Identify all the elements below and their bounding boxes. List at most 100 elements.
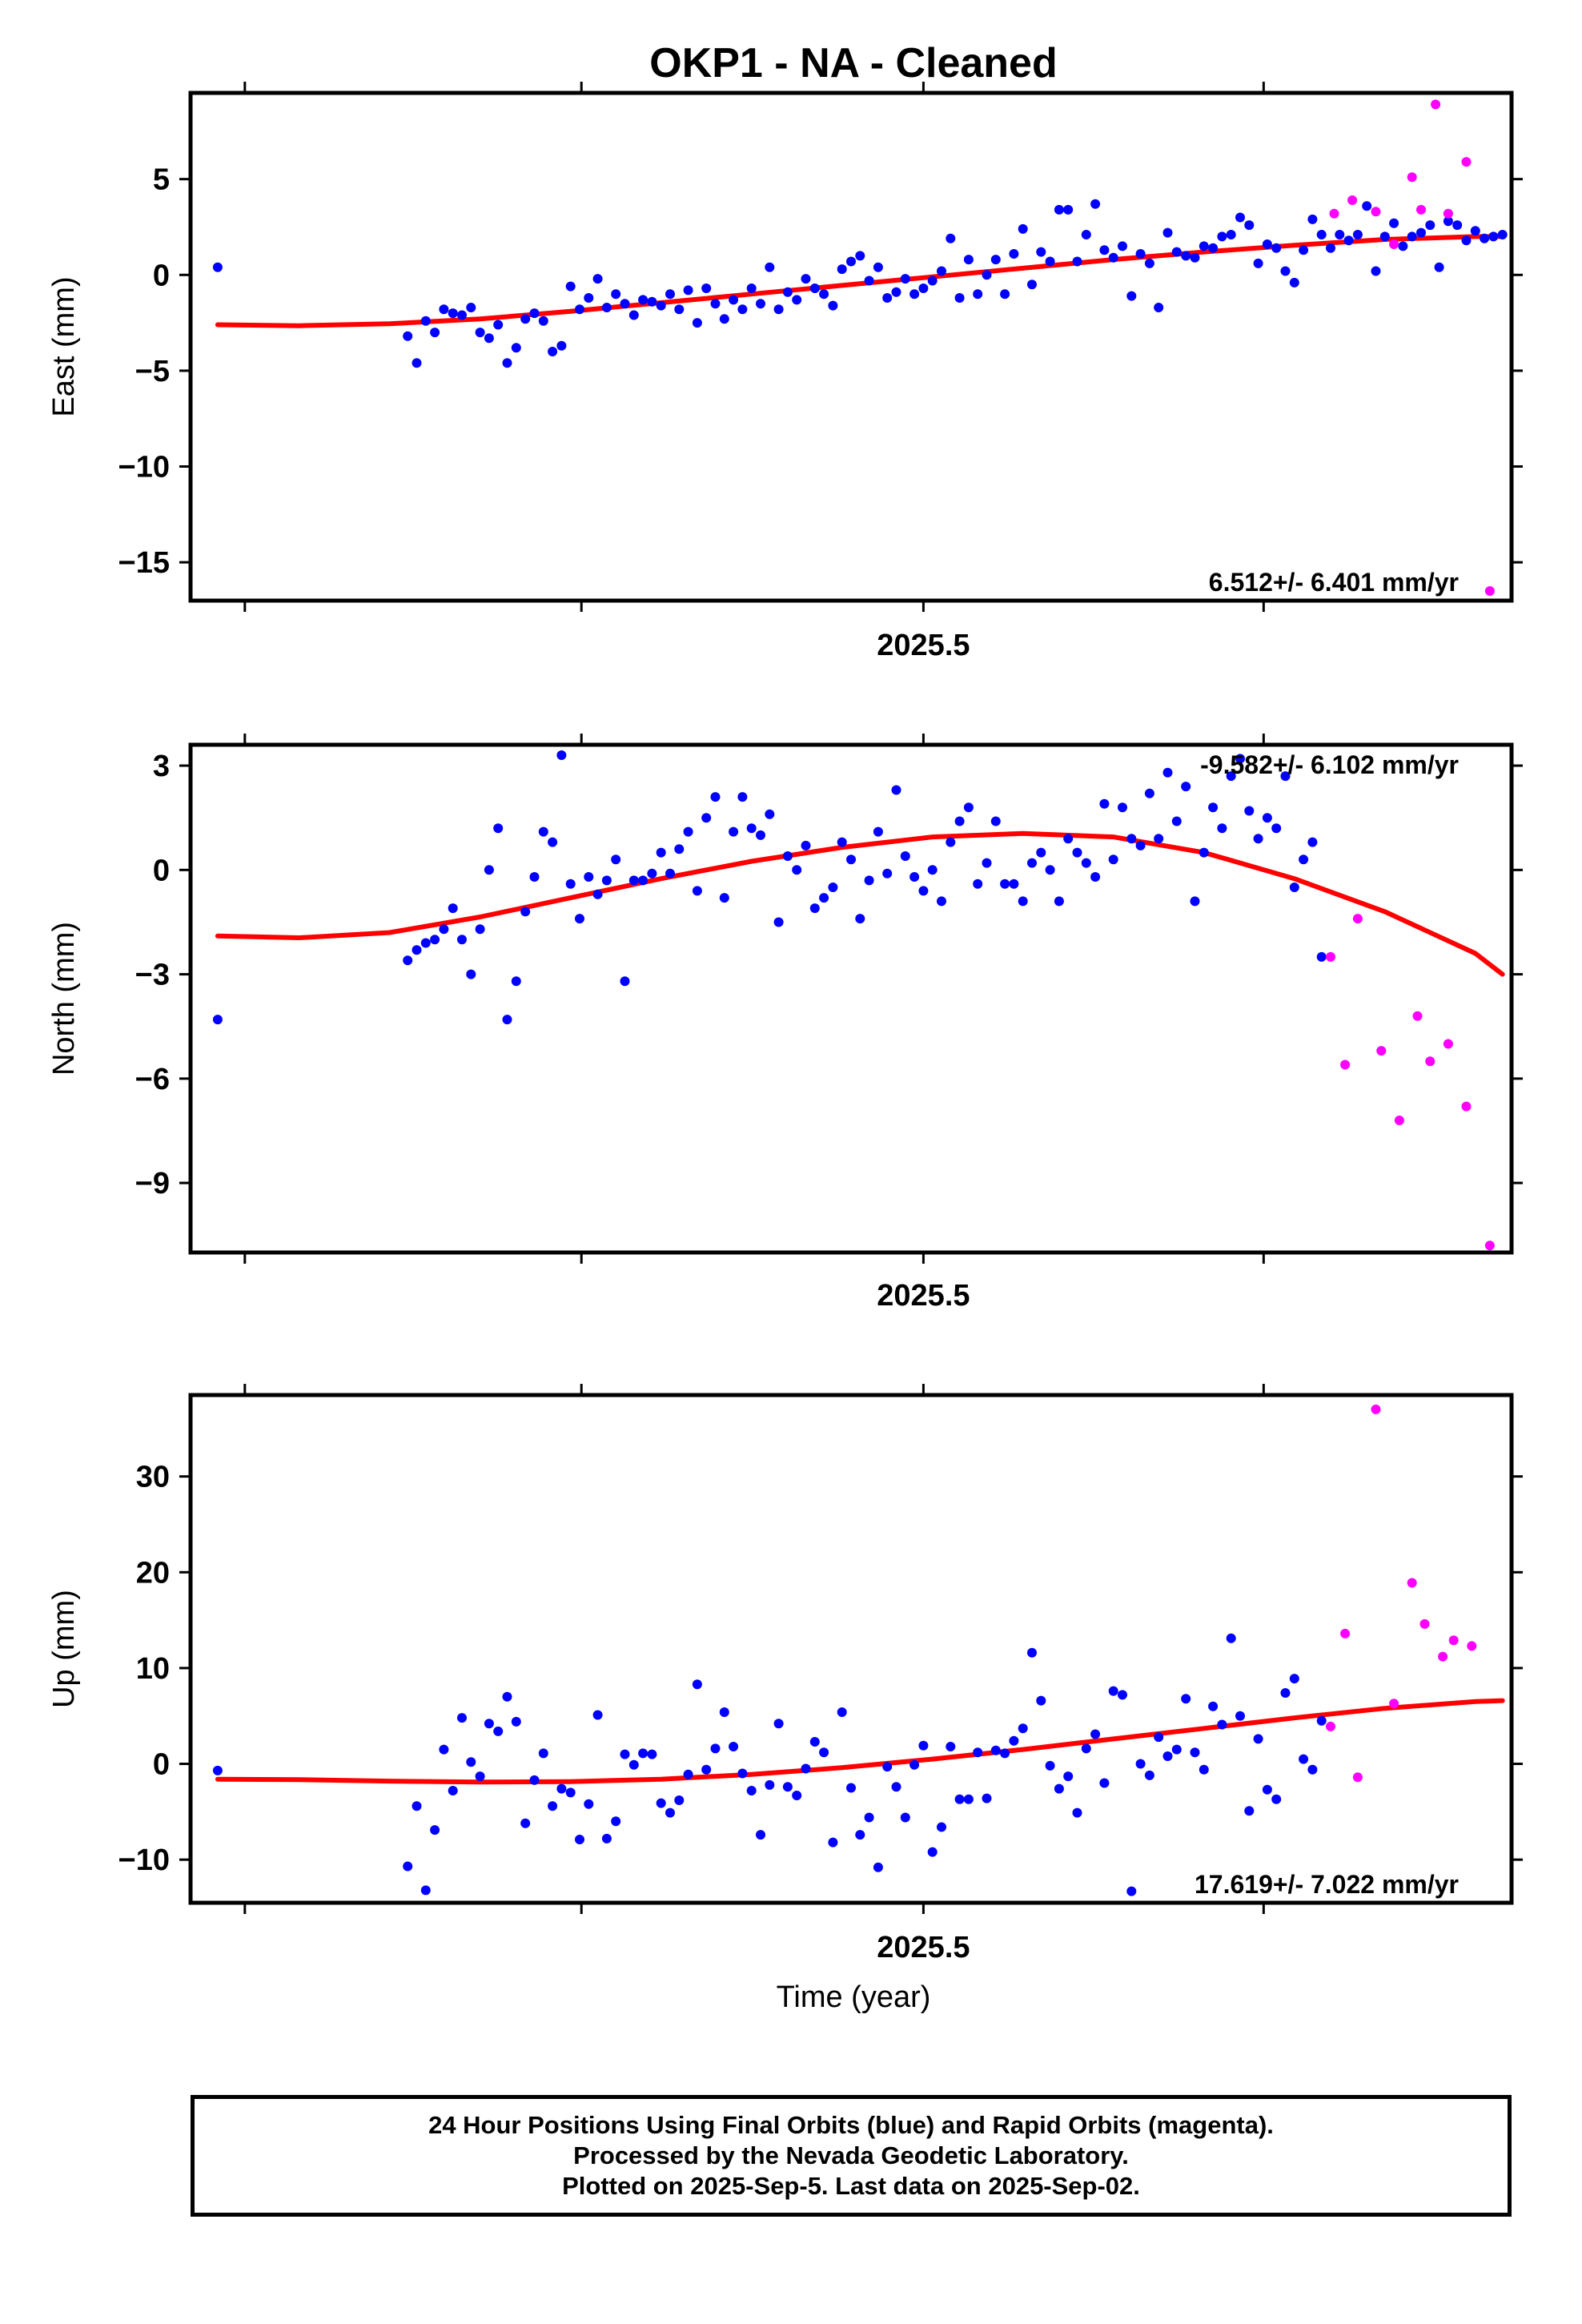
north-final-point (1190, 896, 1200, 907)
north-rapid-point (1340, 1059, 1351, 1070)
east-rapid-point (1461, 157, 1472, 167)
up-final-point (828, 1837, 838, 1848)
up-final-point (1054, 1783, 1064, 1794)
up-final-point (737, 1768, 748, 1779)
north-final-point (1099, 798, 1110, 809)
north-final-point (809, 903, 820, 914)
up-final-point (403, 1861, 413, 1872)
east-final-point (493, 320, 504, 330)
up-final-point (448, 1786, 458, 1795)
east-final-point (1063, 204, 1074, 215)
east-final-point (1289, 277, 1299, 287)
up-plot-frame (188, 1393, 1514, 1905)
north-final-point (701, 813, 712, 823)
north-final-point (782, 851, 793, 861)
north-rapid-point (1425, 1056, 1435, 1067)
north-final-point (1009, 879, 1019, 889)
east-final-point (954, 293, 965, 303)
east-final-point (963, 255, 974, 265)
up-rapid-point (1438, 1651, 1448, 1662)
east-final-point (773, 304, 784, 315)
up-final-point (1108, 1686, 1118, 1696)
east-final-point (1343, 235, 1354, 246)
north-y-tick-label: −9 (135, 1167, 170, 1200)
north-final-point (891, 785, 901, 795)
up-final-point (502, 1691, 512, 1702)
up-final-point (1072, 1807, 1082, 1818)
up-rapid-point (1326, 1721, 1335, 1731)
up-final-point (212, 1765, 223, 1775)
north-final-point (710, 792, 721, 802)
north-final-point (457, 935, 467, 945)
north-final-point (565, 879, 576, 889)
north-final-point (846, 854, 856, 865)
east-final-point (982, 270, 992, 280)
north-final-point (954, 816, 965, 826)
north-final-point (937, 896, 946, 907)
up-final-point (647, 1749, 657, 1759)
up-final-point (982, 1793, 992, 1803)
east-y-axis-label: East (mm) (47, 276, 81, 416)
up-final-point (611, 1816, 621, 1827)
up-rapid-point (1448, 1635, 1459, 1646)
east-final-point (719, 314, 729, 324)
up-final-point (837, 1707, 847, 1717)
north-final-point (982, 858, 992, 868)
east-final-point (1488, 231, 1499, 242)
north-final-point (1199, 847, 1209, 858)
up-final-point (701, 1764, 712, 1775)
up-final-point (692, 1679, 702, 1690)
east-y-tick-label: 0 (153, 259, 170, 292)
up-final-point (1090, 1729, 1101, 1739)
up-final-point (1199, 1764, 1209, 1775)
up-final-point (954, 1794, 965, 1804)
up-final-point (1081, 1743, 1091, 1754)
north-final-point (529, 872, 540, 882)
north-final-point (1054, 896, 1064, 907)
up-final-point (1235, 1711, 1245, 1721)
east-final-point (927, 275, 938, 286)
up-panel: 30 20 10 0 −10 2025.5 Up (mm) 17.619+/- 7.022 m… (47, 1384, 1523, 1964)
up-final-point (1307, 1764, 1318, 1775)
north-final-point (792, 865, 802, 875)
up-final-point (1118, 1690, 1127, 1700)
east-final-point (828, 300, 838, 311)
north-final-point (927, 865, 938, 875)
east-final-point (1299, 245, 1309, 255)
north-final-point (963, 802, 974, 813)
up-final-point (556, 1783, 567, 1794)
east-final-point (511, 343, 521, 353)
east-final-point (430, 328, 440, 338)
north-final-point (584, 872, 594, 882)
up-final-point (891, 1782, 901, 1792)
up-final-point (620, 1749, 630, 1759)
north-final-point (1063, 834, 1074, 844)
north-final-point (403, 955, 413, 966)
north-x-tick-label: 2025.5 (877, 1279, 970, 1313)
up-rapid-point (1340, 1628, 1351, 1638)
up-final-point (819, 1747, 829, 1758)
east-final-point (1154, 303, 1164, 312)
east-final-point (611, 289, 621, 300)
north-final-point (1045, 865, 1055, 875)
north-final-point (448, 903, 458, 914)
up-final-point (665, 1807, 675, 1818)
up-y-tick-label: −10 (118, 1844, 170, 1877)
north-final-point (520, 907, 531, 917)
east-final-point (1235, 212, 1245, 223)
north-final-point (828, 883, 838, 892)
east-final-point (1054, 204, 1064, 215)
up-final-point (565, 1787, 576, 1798)
east-y-tick-label: −5 (135, 355, 170, 388)
up-final-point (656, 1798, 666, 1808)
up-final-point (963, 1794, 974, 1804)
up-final-point (1009, 1735, 1019, 1746)
footer-line-1: 24 Hour Positions Using Final Orbits (bl… (428, 2111, 1274, 2139)
up-final-point (1217, 1719, 1227, 1730)
east-final-point (538, 316, 548, 326)
up-final-point (809, 1737, 820, 1747)
north-rapid-point (1484, 1240, 1495, 1251)
east-final-point (628, 310, 639, 320)
east-y-tick-label: −10 (118, 451, 170, 485)
north-final-point (973, 879, 983, 889)
